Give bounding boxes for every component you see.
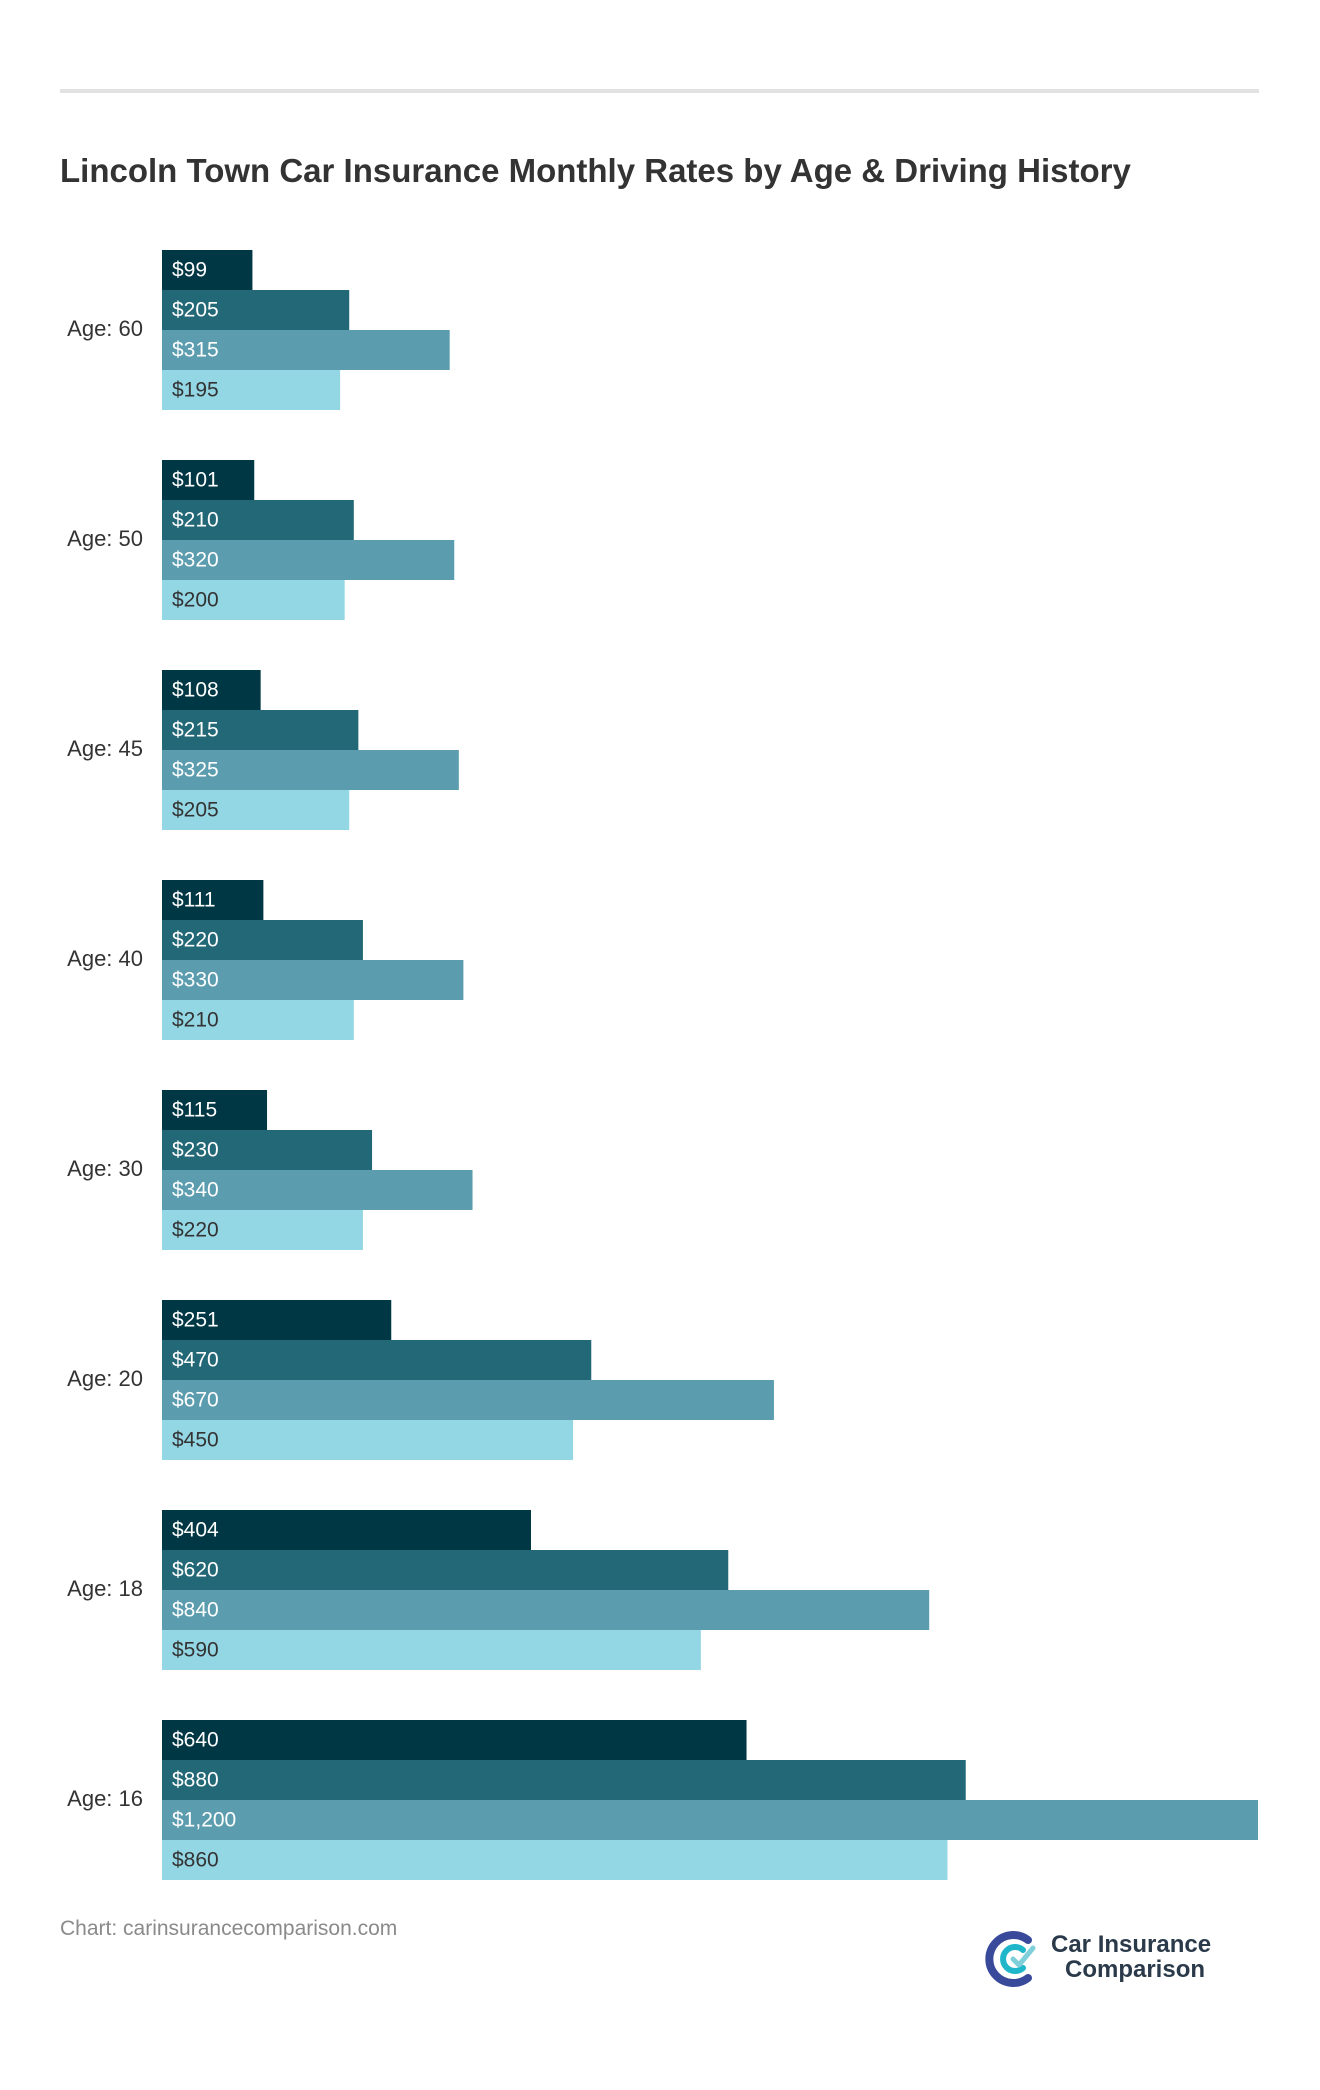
bar-value-label: $220	[172, 929, 219, 952]
bar	[162, 290, 350, 330]
bar	[162, 1340, 592, 1380]
bar-value-label: $840	[172, 1599, 219, 1622]
bar	[162, 960, 464, 1000]
bar	[162, 1170, 473, 1210]
bar-value-label: $115	[172, 1099, 217, 1122]
bar	[162, 540, 455, 580]
bar-value-label: $325	[172, 759, 219, 782]
chart-title: Lincoln Town Car Insurance Monthly Rates…	[60, 152, 1131, 189]
brand-wordmark: Car Insurance Comparison	[1051, 1932, 1211, 1982]
bar	[162, 370, 341, 410]
bar	[162, 580, 345, 620]
bar-value-label: $251	[172, 1309, 219, 1332]
bar	[162, 1630, 701, 1670]
bar	[162, 750, 459, 790]
bar-value-label: $590	[172, 1639, 219, 1662]
bar-value-label: $620	[172, 1559, 219, 1582]
bars-layer: $99 $205 $315 $195 $101 $210 $320 $200 $108 $215 $…	[162, 250, 1258, 1880]
bar-value-label: $640	[172, 1729, 219, 1752]
bar	[162, 670, 261, 710]
bar-value-label: $470	[172, 1349, 219, 1372]
category-label: Age: 50	[67, 526, 143, 551]
bar	[162, 1380, 774, 1420]
bar	[162, 710, 359, 750]
brand-line-2: Comparison	[1065, 1956, 1206, 1983]
bar-chart: $99 $205 $315 $195 $101 $210 $320 $200 $108 $215 $…	[67, 250, 1258, 1880]
bar	[162, 1000, 354, 1040]
bar	[162, 500, 354, 540]
bar	[162, 1420, 573, 1460]
chart-source: Chart: carinsurancecomparison.com	[60, 1917, 398, 1940]
bar-value-label: $200	[172, 589, 219, 612]
bar-value-label: $101	[172, 469, 219, 492]
category-label: Age: 60	[67, 316, 143, 341]
bar-value-label: $99	[172, 259, 207, 282]
bar	[162, 1760, 966, 1800]
bar	[162, 920, 363, 960]
category-labels: Age: 60 Age: 50 Age: 45 Age: 40 Age: 30 Age: …	[67, 316, 143, 1811]
bar-value-label: $210	[172, 509, 219, 532]
bar-value-label: $108	[172, 679, 219, 702]
bar-value-label: $205	[172, 299, 219, 322]
bar-value-label: $220	[172, 1219, 219, 1242]
bar-value-label: $320	[172, 549, 219, 572]
bar	[162, 1510, 531, 1550]
bar	[162, 1300, 392, 1340]
bar-value-label: $230	[172, 1139, 219, 1162]
bar-value-label: $111	[172, 889, 216, 912]
bar	[162, 460, 255, 500]
bar	[162, 790, 350, 830]
car-insurance-comparison-logo-icon	[985, 1931, 1036, 1987]
bar-value-label: $670	[172, 1389, 219, 1412]
bar-value-label: $860	[172, 1849, 219, 1872]
bar-value-label: $205	[172, 799, 219, 822]
category-label: Age: 20	[67, 1366, 143, 1391]
bar	[162, 1130, 373, 1170]
bar-value-label: $1,200	[172, 1809, 236, 1832]
bar-value-label: $450	[172, 1429, 219, 1452]
bar	[162, 1840, 948, 1880]
brand-logo: Car Insurance Comparison	[983, 1928, 1223, 1992]
bar-value-label: $340	[172, 1179, 219, 1202]
top-divider	[60, 89, 1259, 93]
category-label: Age: 16	[67, 1786, 143, 1811]
category-label: Age: 30	[67, 1156, 143, 1181]
category-label: Age: 40	[67, 946, 143, 971]
bar	[162, 1590, 930, 1630]
bar-value-label: $330	[172, 969, 219, 992]
category-label: Age: 45	[67, 736, 143, 761]
bar-value-label: $315	[172, 339, 219, 362]
bar	[162, 1090, 268, 1130]
bar-value-label: $404	[172, 1519, 219, 1542]
bar	[162, 1800, 1258, 1840]
bar	[162, 330, 450, 370]
bar	[162, 880, 264, 920]
category-label: Age: 18	[67, 1576, 143, 1601]
bar	[162, 1720, 747, 1760]
bar	[162, 1550, 729, 1590]
bar-value-label: $195	[172, 379, 219, 402]
bar-value-label: $215	[172, 719, 219, 742]
bar-value-label: $210	[172, 1009, 219, 1032]
brand-line-1: Car Insurance	[1051, 1931, 1212, 1958]
bar	[162, 250, 253, 290]
bar	[162, 1210, 363, 1250]
bar-value-label: $880	[172, 1769, 219, 1792]
